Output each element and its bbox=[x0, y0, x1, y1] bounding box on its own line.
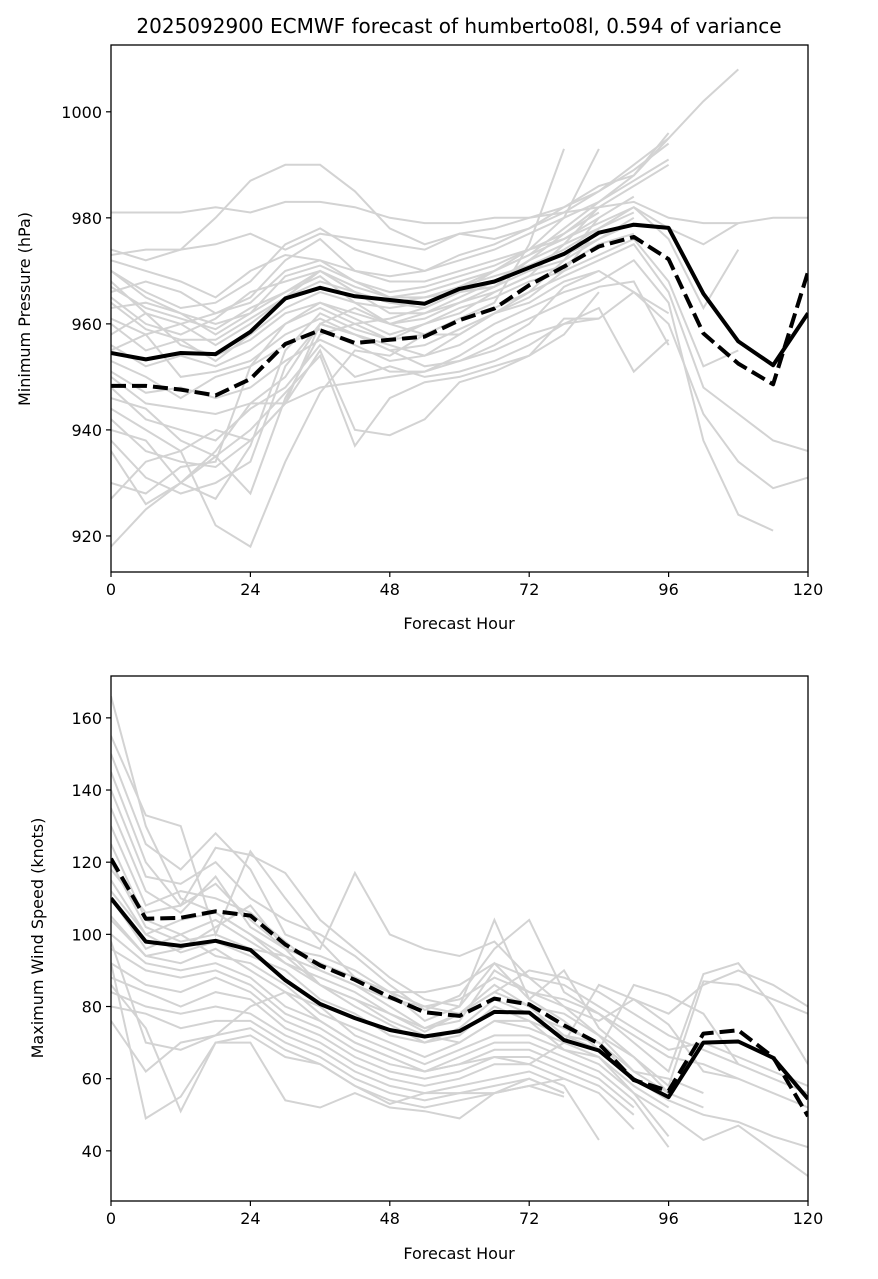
pressure-dashed-mean-line bbox=[111, 234, 808, 398]
pressure-member-line bbox=[111, 200, 808, 225]
wind-series bbox=[111, 857, 808, 1118]
pressure-y-tick-label: 920 bbox=[71, 527, 102, 546]
pressure-member-line bbox=[111, 206, 600, 506]
pressure-member-line bbox=[111, 68, 739, 262]
pressure-member-line bbox=[111, 211, 635, 336]
wind-member-line bbox=[111, 991, 600, 1141]
wind-member-line bbox=[111, 962, 635, 1116]
pressure-members bbox=[111, 68, 808, 549]
pressure-x-tick-label: 48 bbox=[380, 580, 400, 599]
wind-member-line bbox=[111, 868, 808, 1087]
pressure-member-line bbox=[111, 163, 670, 325]
pressure-x-tick-label: 96 bbox=[658, 580, 678, 599]
wind-member-line bbox=[111, 843, 704, 1109]
pressure-axes-frame bbox=[110, 44, 809, 573]
wind-x-tick-label: 96 bbox=[658, 1209, 678, 1228]
wind-y-tick-label: 80 bbox=[82, 998, 102, 1017]
wind-y-tick-label: 120 bbox=[71, 853, 102, 872]
pressure-member-line bbox=[111, 227, 600, 485]
wind-member-line bbox=[111, 695, 670, 1109]
wind-x-tick-label: 24 bbox=[240, 1209, 260, 1228]
wind-x-axis-label: Forecast Hour bbox=[403, 1244, 515, 1263]
pressure-x-tick-label: 24 bbox=[240, 580, 260, 599]
pressure-member-line bbox=[111, 217, 600, 495]
wind-solid-mean-line bbox=[111, 897, 808, 1101]
wind-y-tick-label: 60 bbox=[82, 1070, 102, 1089]
wind-y-tick-label: 40 bbox=[82, 1142, 102, 1161]
pressure-member-line bbox=[111, 148, 600, 548]
wind-member-line bbox=[111, 879, 808, 1149]
wind-member-line bbox=[111, 1005, 565, 1102]
wind-y-tick-label: 140 bbox=[71, 781, 102, 800]
pressure-x-tick-label: 120 bbox=[793, 580, 824, 599]
wind-y-tick-label: 100 bbox=[71, 925, 102, 944]
wind-member-line bbox=[111, 890, 808, 1109]
wind-axes-frame bbox=[110, 675, 809, 1202]
wind-dashed-mean-line bbox=[111, 857, 808, 1118]
pressure-y-ticks: 920 940 960 980 1000 bbox=[61, 103, 111, 546]
wind-y-ticks: 40 60 80 100 120 140 160 bbox=[71, 709, 111, 1161]
wind-member-line bbox=[111, 962, 565, 1120]
pressure-member-line bbox=[111, 258, 774, 532]
wind-member-line bbox=[111, 941, 808, 1073]
pressure-y-tick-label: 980 bbox=[71, 209, 102, 228]
pressure-member-line bbox=[111, 269, 808, 490]
pressure-x-tick-label: 72 bbox=[519, 580, 539, 599]
pressure-panel: 0 24 48 72 96 120 920 940 960 980 1000 Forecast H… bbox=[15, 44, 823, 633]
pressure-x-ticks: 0 24 48 72 96 120 bbox=[106, 572, 823, 599]
pressure-series bbox=[111, 222, 808, 398]
pressure-y-axis-label: Minimum Pressure (hPa) bbox=[15, 212, 34, 406]
wind-member-line bbox=[111, 753, 670, 1094]
wind-member-line bbox=[111, 771, 740, 1065]
wind-x-tick-label: 120 bbox=[793, 1209, 824, 1228]
pressure-x-tick-label: 0 bbox=[106, 580, 116, 599]
wind-member-line bbox=[111, 984, 565, 1114]
wind-x-tick-label: 48 bbox=[380, 1209, 400, 1228]
pressure-x-axis-label: Forecast Hour bbox=[403, 614, 515, 633]
wind-panel: 0 24 48 72 96 120 40 60 80 100 120 140 160 Forecast… bbox=[28, 675, 823, 1263]
wind-member-line bbox=[111, 976, 635, 1130]
pressure-solid-mean-line bbox=[111, 222, 808, 368]
wind-member-line bbox=[111, 915, 670, 1138]
wind-member-line bbox=[111, 897, 808, 1177]
wind-member-line bbox=[111, 807, 808, 1088]
pressure-member-line bbox=[111, 148, 565, 549]
pressure-member-line bbox=[111, 158, 670, 299]
pressure-member-line bbox=[111, 137, 670, 331]
wind-y-axis-label: Maximum Wind Speed (knots) bbox=[28, 818, 47, 1059]
wind-member-line bbox=[111, 789, 808, 1074]
wind-x-tick-label: 0 bbox=[106, 1209, 116, 1228]
pressure-member-line bbox=[111, 211, 600, 495]
wind-y-tick-label: 160 bbox=[71, 709, 102, 728]
pressure-member-line bbox=[111, 132, 670, 256]
wind-x-tick-label: 72 bbox=[519, 1209, 539, 1228]
pressure-y-tick-label: 940 bbox=[71, 421, 102, 440]
pressure-y-tick-label: 1000 bbox=[61, 103, 102, 122]
wind-x-ticks: 0 24 48 72 96 120 bbox=[106, 1201, 823, 1228]
wind-members bbox=[111, 695, 808, 1177]
pressure-y-tick-label: 960 bbox=[71, 315, 102, 334]
pressure-member-line bbox=[111, 142, 670, 310]
pressure-member-line bbox=[111, 269, 600, 469]
pressure-member-line bbox=[111, 291, 600, 458]
chart-title: 2025092900 ECMWF forecast of humberto08l… bbox=[136, 14, 781, 38]
wind-member-line bbox=[111, 947, 635, 1109]
pressure-member-line bbox=[111, 317, 599, 453]
wind-member-line bbox=[111, 933, 670, 1148]
